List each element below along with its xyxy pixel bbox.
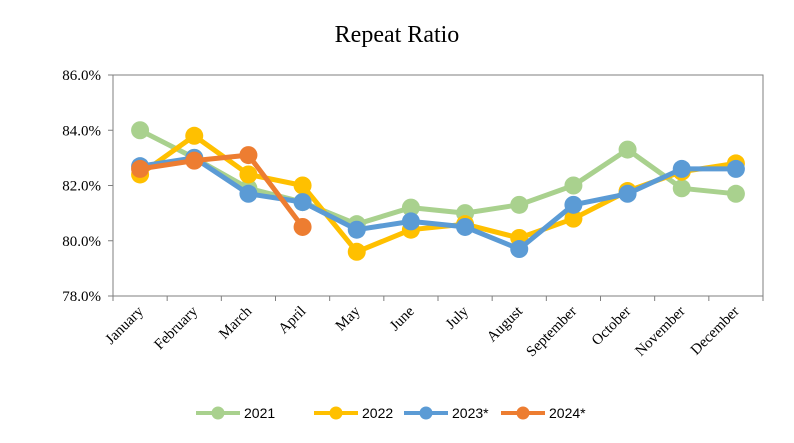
legend-marker <box>419 406 433 420</box>
series-line <box>138 128 737 227</box>
data-point <box>618 184 637 203</box>
legend-label: 2022 <box>362 405 393 421</box>
series-2022 <box>131 126 745 261</box>
x-tick-label: November <box>632 304 688 360</box>
data-point <box>510 195 529 214</box>
data-point <box>347 242 366 261</box>
y-tick-label: 84.0% <box>62 123 101 139</box>
series-line <box>138 133 737 255</box>
legend-item: 2023* <box>404 405 489 421</box>
data-point <box>726 184 745 203</box>
y-tick-label: 78.0% <box>62 289 101 305</box>
data-point <box>401 212 420 231</box>
data-point <box>726 159 745 178</box>
legend-marker <box>516 406 530 420</box>
data-point <box>293 217 312 236</box>
data-point <box>293 176 312 195</box>
x-tick-label: March <box>216 303 255 342</box>
y-tick-label: 82.0% <box>62 179 101 195</box>
legend-label: 2024* <box>549 405 586 421</box>
data-point <box>564 176 583 195</box>
data-point <box>293 193 312 212</box>
x-tick-label: April <box>276 304 310 338</box>
data-point <box>510 240 529 259</box>
legend-marker <box>211 406 225 420</box>
data-point <box>618 140 637 159</box>
x-tick-label: January <box>103 303 148 348</box>
series-line <box>139 155 736 252</box>
y-tick-label: 86.0% <box>62 68 101 84</box>
data-point <box>347 220 366 239</box>
legend-label: 2023* <box>452 405 489 421</box>
data-point <box>456 217 475 236</box>
x-tick-label: July <box>443 303 472 332</box>
x-tick-label: August <box>484 303 527 346</box>
x-tick-label: June <box>387 303 418 334</box>
x-tick-label: December <box>688 304 743 359</box>
plot-area-border <box>112 74 764 297</box>
x-tick-label: October <box>589 304 634 349</box>
data-point <box>239 184 258 203</box>
data-point <box>185 126 204 145</box>
data-point <box>672 179 691 198</box>
data-point <box>239 146 258 165</box>
legend-marker <box>329 406 343 420</box>
data-point <box>564 209 583 228</box>
data-point <box>672 159 691 178</box>
data-point <box>401 198 420 217</box>
data-point <box>131 159 150 178</box>
series-2024 <box>131 146 312 236</box>
legend-item: 2021 <box>196 405 275 421</box>
legend-item: 2022 <box>314 405 393 421</box>
chart-title: Repeat Ratio <box>335 22 460 48</box>
x-tick-label: September <box>524 304 581 361</box>
y-tick-label: 80.0% <box>62 234 101 250</box>
data-point <box>564 195 583 214</box>
data-point <box>131 121 150 140</box>
legend-item: 2024* <box>501 405 586 421</box>
series-line <box>139 152 305 229</box>
x-tick-label: May <box>333 303 364 334</box>
x-tick-label: February <box>151 303 201 353</box>
legend-label: 2021 <box>244 405 275 421</box>
data-point <box>239 165 258 184</box>
data-point <box>185 151 204 170</box>
